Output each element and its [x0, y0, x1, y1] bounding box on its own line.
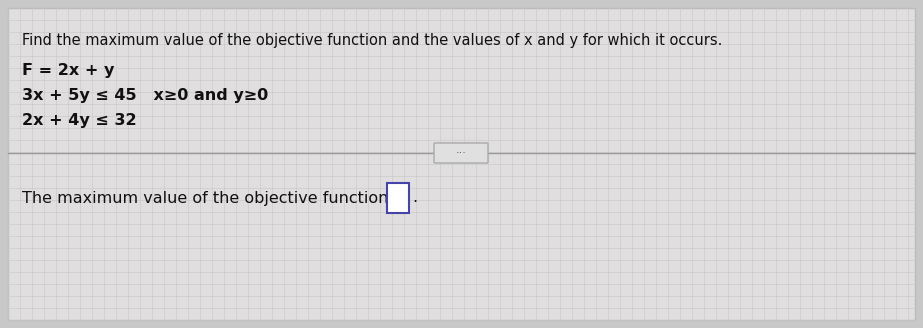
FancyBboxPatch shape — [434, 143, 488, 163]
Text: .: . — [412, 191, 417, 206]
Text: ···: ··· — [456, 148, 466, 158]
Text: Find the maximum value of the objective function and the values of x and y for w: Find the maximum value of the objective … — [22, 33, 723, 48]
Text: F = 2x + y: F = 2x + y — [22, 63, 114, 78]
Bar — [387, 183, 409, 213]
Text: 3x + 5y ≤ 45   x≥0 and y≥0: 3x + 5y ≤ 45 x≥0 and y≥0 — [22, 88, 269, 103]
Text: The maximum value of the objective function is: The maximum value of the objective funct… — [22, 191, 412, 206]
Text: 2x + 4y ≤ 32: 2x + 4y ≤ 32 — [22, 113, 137, 128]
